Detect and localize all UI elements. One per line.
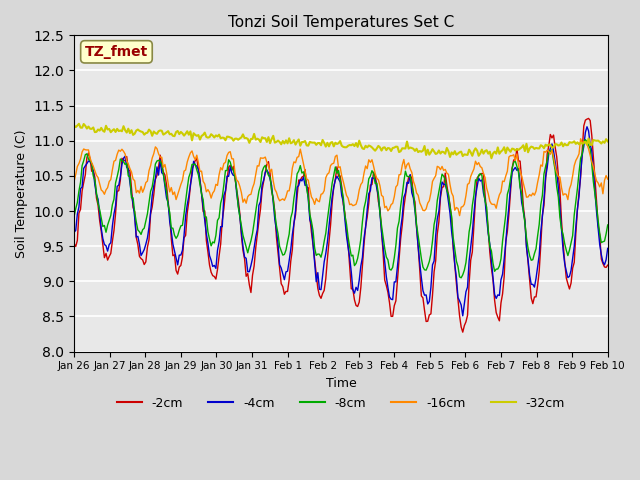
-32cm [231, 136, 239, 142]
-8cm [508, 166, 516, 171]
-8cm [370, 170, 378, 176]
-4cm [508, 169, 516, 175]
-2cm [604, 262, 612, 268]
-8cm [77, 180, 84, 185]
-32cm [190, 131, 198, 136]
-4cm [230, 173, 237, 179]
Line: -4cm: -4cm [74, 127, 608, 316]
-4cm [604, 245, 612, 251]
-32cm [604, 139, 612, 144]
-8cm [582, 137, 589, 143]
-4cm [370, 175, 378, 181]
Title: Tonzi Soil Temperatures Set C: Tonzi Soil Temperatures Set C [228, 15, 454, 30]
X-axis label: Time: Time [326, 377, 356, 390]
-32cm [78, 125, 86, 131]
-16cm [515, 162, 522, 168]
-32cm [516, 146, 524, 152]
-2cm [188, 166, 196, 172]
-8cm [458, 275, 465, 281]
-8cm [515, 169, 522, 175]
-4cm [459, 313, 467, 319]
-2cm [585, 116, 593, 121]
Y-axis label: Soil Temperature (C): Soil Temperature (C) [15, 129, 28, 258]
-8cm [188, 162, 196, 168]
-4cm [583, 124, 591, 130]
-16cm [230, 156, 237, 162]
-8cm [230, 168, 237, 173]
-16cm [604, 176, 612, 182]
-2cm [77, 206, 84, 212]
-32cm [510, 146, 518, 152]
-32cm [70, 123, 78, 129]
-16cm [577, 136, 584, 142]
-2cm [370, 169, 378, 175]
-16cm [456, 213, 463, 218]
Line: -8cm: -8cm [74, 140, 608, 278]
Text: TZ_fmet: TZ_fmet [85, 45, 148, 59]
-32cm [371, 148, 379, 154]
-16cm [70, 179, 78, 184]
-16cm [508, 153, 516, 158]
Line: -2cm: -2cm [74, 119, 608, 332]
-2cm [459, 329, 467, 335]
-2cm [515, 158, 522, 164]
-16cm [370, 163, 378, 169]
Line: -32cm: -32cm [74, 124, 608, 158]
Line: -16cm: -16cm [74, 139, 608, 216]
Legend: -2cm, -4cm, -8cm, -16cm, -32cm: -2cm, -4cm, -8cm, -16cm, -32cm [112, 392, 570, 415]
-4cm [77, 186, 84, 192]
-2cm [230, 163, 237, 169]
-32cm [75, 121, 83, 127]
-2cm [70, 241, 78, 247]
-16cm [188, 148, 196, 154]
-4cm [188, 173, 196, 179]
-32cm [488, 156, 495, 161]
-8cm [604, 222, 612, 228]
-4cm [515, 166, 522, 171]
-8cm [70, 213, 78, 219]
-4cm [70, 229, 78, 235]
-16cm [77, 156, 84, 162]
-2cm [508, 165, 516, 171]
